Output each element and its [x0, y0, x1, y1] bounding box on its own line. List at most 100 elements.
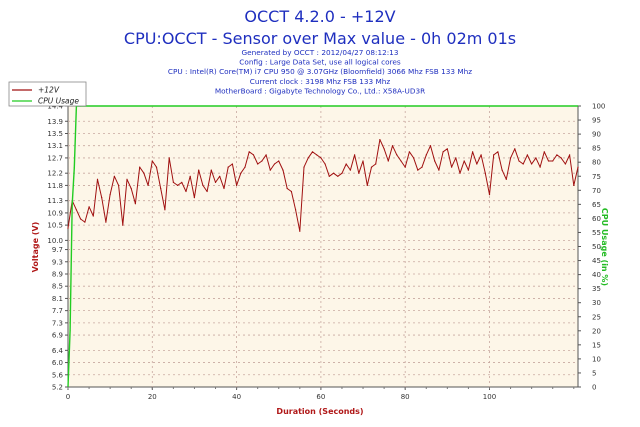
data-point	[370, 166, 373, 168]
legend: +12V CPU Usage	[8, 81, 87, 107]
data-point	[341, 172, 343, 174]
data-point	[539, 166, 541, 168]
grid	[68, 106, 578, 387]
chart-title: OCCT 4.2.0 - +12V	[244, 7, 395, 26]
data-point	[379, 139, 381, 141]
data-point	[168, 157, 170, 159]
y-tick-label: 8.1	[52, 295, 63, 303]
data-point	[147, 184, 149, 186]
data-point	[265, 154, 267, 156]
data-point	[198, 169, 200, 171]
y2-tick-label: 80	[592, 159, 601, 167]
data-point	[278, 160, 280, 162]
y-tick-label: 7.7	[52, 307, 63, 315]
data-point	[320, 157, 322, 159]
data-point	[366, 184, 368, 186]
data-point	[446, 148, 448, 150]
data-point	[311, 151, 314, 153]
data-point	[514, 148, 516, 150]
data-point	[257, 163, 259, 165]
data-point	[118, 184, 120, 186]
data-point	[391, 145, 394, 147]
y-tick-label: 10.5	[47, 222, 63, 230]
y-tick-label: 9.7	[52, 246, 63, 254]
data-point	[206, 190, 208, 193]
data-point	[531, 163, 533, 165]
data-point	[569, 154, 571, 156]
data-point	[387, 160, 389, 162]
data-point	[155, 166, 158, 168]
y2-tick-label: 0	[592, 384, 596, 392]
data-point	[522, 163, 524, 165]
data-point	[467, 169, 469, 171]
y2-tick-label: 40	[592, 271, 601, 279]
info-lines: Generated by OCCT : 2012/04/27 08:12:13C…	[168, 48, 472, 95]
data-point	[181, 181, 183, 183]
data-point	[252, 154, 255, 156]
info-line: Generated by OCCT : 2012/04/27 08:12:13	[242, 48, 399, 57]
data-point	[328, 175, 330, 177]
data-point	[160, 187, 162, 190]
data-point	[69, 330, 71, 332]
x-tick-label: 20	[148, 393, 157, 401]
data-point	[273, 163, 276, 165]
data-point	[261, 160, 263, 162]
data-point	[535, 157, 537, 159]
y-tick-label: 10.9	[47, 209, 63, 217]
y2-tick-label: 60	[592, 215, 601, 223]
data-point	[185, 190, 187, 193]
data-point	[295, 209, 297, 211]
data-point	[130, 187, 132, 190]
data-point	[358, 172, 360, 174]
data-point	[71, 203, 73, 205]
data-point	[501, 169, 503, 171]
y2-tick-label: 20	[592, 327, 601, 335]
data-point	[573, 184, 575, 186]
y-tick-label: 11.8	[47, 182, 63, 190]
data-point	[210, 169, 212, 171]
data-point	[223, 187, 225, 190]
data-point	[324, 163, 326, 165]
data-point	[404, 166, 406, 168]
x-tick-label: 100	[483, 393, 496, 401]
series-line-0	[67, 139, 579, 232]
data-point	[244, 166, 246, 168]
data-point	[240, 172, 242, 174]
y2-tick-label: 50	[592, 243, 601, 251]
data-point	[362, 160, 364, 162]
data-point	[105, 221, 107, 223]
data-point	[577, 166, 579, 168]
y2-tick-label: 75	[592, 173, 601, 181]
data-point	[413, 157, 415, 159]
data-point	[505, 178, 507, 180]
data-point	[101, 197, 103, 199]
data-point	[92, 215, 94, 217]
data-point	[332, 172, 335, 174]
y-tick-label: 5.6	[52, 371, 64, 379]
y-tick-label: 13.9	[47, 118, 63, 126]
data-point	[73, 167, 75, 169]
data-point	[455, 157, 457, 159]
chart-subtitle: CPU:OCCT - Sensor over Max value - 0h 02…	[124, 29, 516, 48]
data-point	[303, 166, 305, 168]
data-point	[143, 172, 145, 174]
data-point	[417, 169, 419, 171]
y2-tick-label: 95	[592, 117, 601, 125]
y-tick-label: 8.5	[52, 283, 63, 291]
y2-tick-label: 25	[592, 313, 601, 321]
data-point	[236, 184, 238, 186]
data-point	[282, 169, 284, 171]
y-tick-label: 8.9	[52, 270, 63, 278]
data-point	[463, 160, 465, 162]
data-point	[122, 224, 124, 226]
data-point	[564, 163, 567, 165]
data-point	[134, 203, 136, 205]
info-line: MotherBoard : Gigabyte Technology Co., L…	[215, 86, 425, 95]
info-line: Config : Large Data Set, use all logical…	[239, 58, 401, 67]
axes: 5.2 5.6 6.0 6.4 6.9 7.3 7.7 8.1 8.5 8.9 9.3 9.710.0…	[47, 103, 605, 402]
data-point	[202, 184, 204, 186]
data-point	[189, 175, 191, 177]
data-point	[172, 181, 174, 183]
data-point	[560, 157, 562, 159]
legend-box	[8, 81, 87, 107]
